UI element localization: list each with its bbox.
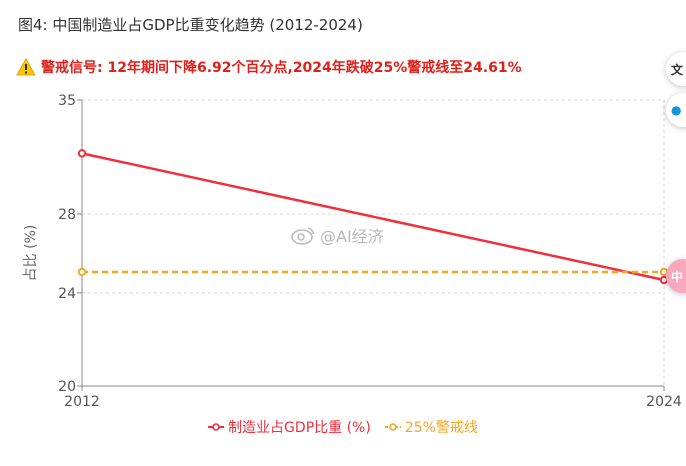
legend-label: 制造业占GDP比重 (%) <box>228 420 371 436</box>
legend-line-icon <box>208 423 225 431</box>
y-tick-label: 35 <box>58 93 76 109</box>
y-tick-label: 24 <box>58 286 76 302</box>
warning-triangle-icon <box>16 58 36 76</box>
chart-axes <box>77 99 665 391</box>
x-tick-labels: 2012 2024 <box>64 394 682 410</box>
chart-title: 图4: 中国制造业占GDP比重变化趋势 (2012-2024) <box>18 16 363 34</box>
watermark-text: @AI经济 <box>320 227 384 246</box>
series-layer <box>77 149 669 285</box>
series-line-0 <box>81 152 665 282</box>
watermark: @AI经济 <box>290 223 384 247</box>
side-float-button-3[interactable]: 中 <box>666 259 686 293</box>
weibo-eye-icon <box>291 227 314 245</box>
warning-text: 警戒信号: 12年期间下降6.92个百分点,2024年跌破25%警戒线至24.6… <box>41 60 522 76</box>
grid-lines <box>82 99 665 386</box>
side-float-button-2[interactable]: ● <box>666 93 686 127</box>
warning-banner: 警戒信号: 12年期间下降6.92个百分点,2024年跌破25%警戒线至24.6… <box>16 57 522 77</box>
side-float-button-1[interactable]: 文 <box>666 52 686 86</box>
legend-dash-icon <box>384 423 401 431</box>
y-tick-labels: 20 24 28 35 <box>58 93 76 395</box>
chart-legend: 制造业占GDP比重 (%) 25%警戒线 <box>0 417 686 437</box>
y-tick-label: 28 <box>58 207 76 223</box>
legend-label: 25%警戒线 <box>404 420 478 436</box>
series-1-point[interactable] <box>77 267 87 277</box>
y-tick-label: 20 <box>58 379 76 395</box>
x-tick-label: 2012 <box>64 394 100 410</box>
legend-item-manufacturing[interactable]: 制造业占GDP比重 (%) <box>208 417 371 437</box>
series-0-point[interactable] <box>77 149 87 158</box>
y-axis-label: 占比 (%) <box>23 225 39 282</box>
legend-item-threshold[interactable]: 25%警戒线 <box>384 417 478 437</box>
x-tick-label: 2024 <box>646 394 682 410</box>
